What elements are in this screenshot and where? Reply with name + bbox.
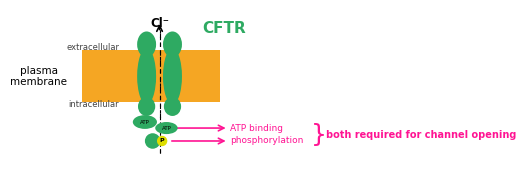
Text: ATP: ATP xyxy=(140,119,150,125)
Ellipse shape xyxy=(164,97,181,116)
Text: Cl⁻: Cl⁻ xyxy=(150,17,169,30)
Text: plasma
membrane: plasma membrane xyxy=(10,66,67,87)
Bar xyxy=(82,50,220,102)
Ellipse shape xyxy=(138,97,155,116)
Text: ATP: ATP xyxy=(161,126,171,130)
Text: phosphorylation: phosphorylation xyxy=(230,137,304,146)
Ellipse shape xyxy=(155,122,178,134)
Text: CFTR: CFTR xyxy=(203,21,247,36)
Ellipse shape xyxy=(137,48,156,104)
Text: }: } xyxy=(311,123,326,147)
Text: extracellular: extracellular xyxy=(66,43,119,52)
Ellipse shape xyxy=(163,31,182,57)
Circle shape xyxy=(157,136,167,146)
Ellipse shape xyxy=(133,115,157,129)
Text: both required for channel opening: both required for channel opening xyxy=(326,129,516,140)
Circle shape xyxy=(145,133,160,149)
Ellipse shape xyxy=(163,48,182,104)
Text: intracellular: intracellular xyxy=(68,100,119,109)
Ellipse shape xyxy=(137,31,156,57)
Text: P: P xyxy=(160,138,165,143)
Text: ATP binding: ATP binding xyxy=(230,124,283,132)
